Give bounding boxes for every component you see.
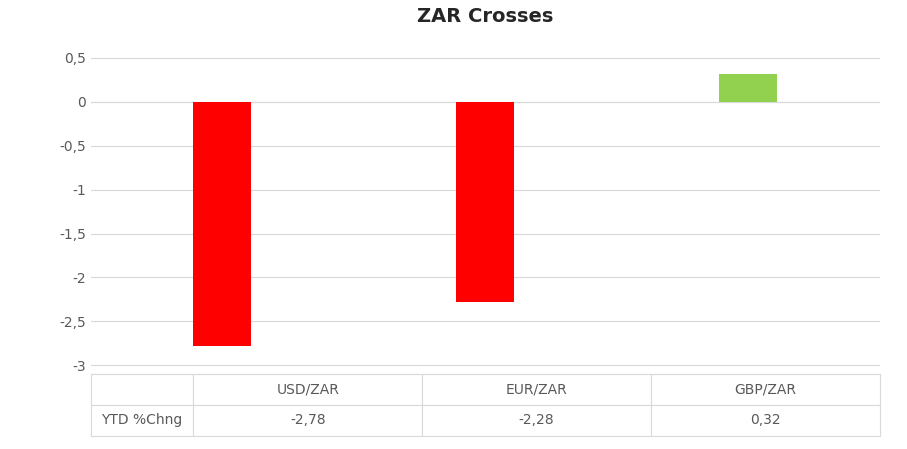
Bar	[651, 405, 880, 436]
Bar	[456, 102, 514, 302]
Bar	[422, 405, 651, 436]
Text: YTD %Chng: YTD %Chng	[102, 413, 182, 427]
Text: EUR/ZAR: EUR/ZAR	[506, 383, 568, 396]
Title: ZAR Crosses: ZAR Crosses	[417, 7, 553, 26]
Text: -2,78: -2,78	[290, 413, 326, 427]
Bar	[193, 102, 251, 346]
Text: -2,28: -2,28	[519, 413, 554, 427]
Bar	[422, 374, 651, 405]
Bar	[651, 374, 880, 405]
Bar	[193, 374, 422, 405]
Text: USD/ZAR: USD/ZAR	[277, 383, 339, 396]
Bar	[193, 405, 422, 436]
Bar	[91, 374, 193, 405]
Text: 0,32: 0,32	[750, 413, 781, 427]
Bar	[91, 405, 193, 436]
Text: GBP/ZAR: GBP/ZAR	[735, 383, 796, 396]
Bar	[719, 74, 777, 102]
